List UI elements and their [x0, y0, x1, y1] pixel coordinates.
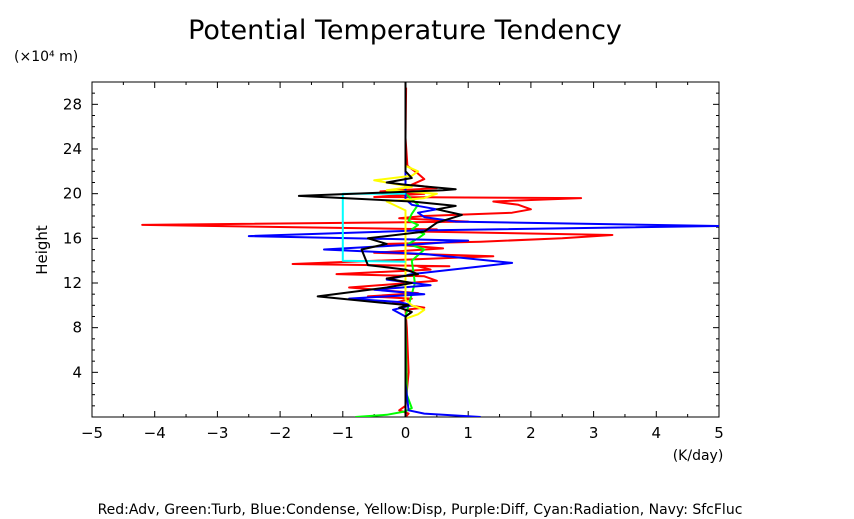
y-tick-label: 16	[63, 229, 82, 247]
chart-title: Potential Temperature Tendency	[188, 15, 622, 46]
x-tick-label: 3	[589, 424, 599, 442]
x-tick-label: 5	[714, 424, 724, 442]
y-tick-label: 4	[72, 363, 82, 381]
y-unit-label: (×10⁴ m)	[14, 49, 78, 65]
y-tick-label: 20	[63, 185, 82, 203]
y-axis-label: Height	[33, 225, 51, 275]
series-line-disp	[373, 87, 438, 320]
x-tick-label: 0	[401, 424, 411, 442]
series-line-condense	[247, 87, 719, 417]
series-line-total	[297, 82, 463, 417]
x-tick-label: 2	[526, 424, 536, 442]
x-tick-label: −4	[144, 424, 166, 442]
x-unit-label: (K/day)	[673, 448, 724, 464]
legend-text: Red:Adv, Green:Turb, Blue:Condense, Yell…	[98, 502, 743, 518]
y-tick-label: 8	[72, 319, 82, 337]
x-tick-label: 4	[652, 424, 662, 442]
y-tick-label: 24	[63, 140, 82, 158]
x-tick-label: −3	[206, 424, 228, 442]
y-tick-label: 12	[63, 274, 82, 292]
x-tick-label: −1	[332, 424, 354, 442]
x-tick-label: 1	[463, 424, 473, 442]
x-tick-label: −2	[269, 424, 291, 442]
x-tick-label: −5	[81, 424, 103, 442]
y-tick-label: 28	[63, 95, 82, 113]
